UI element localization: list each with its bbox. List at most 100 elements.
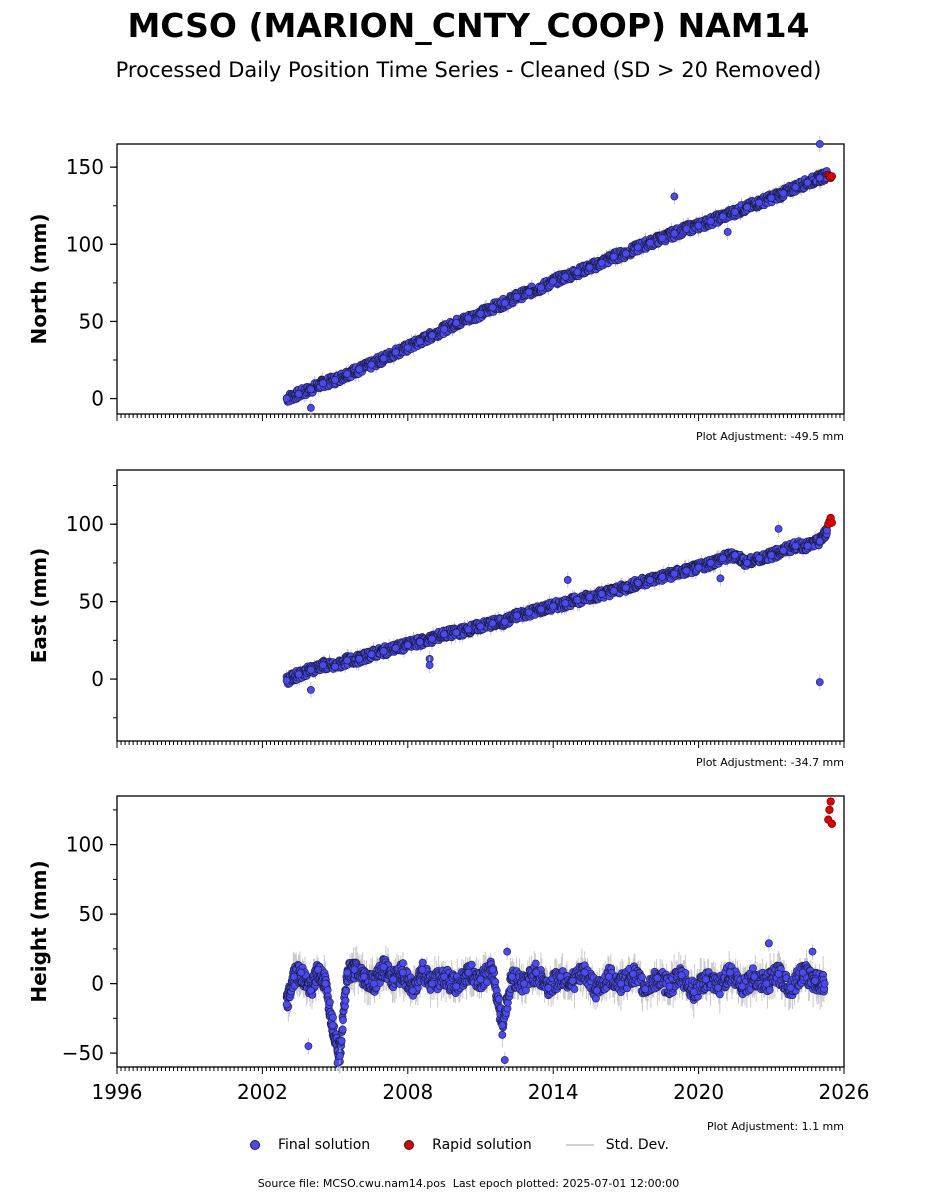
final-point — [355, 655, 364, 663]
final-point — [549, 602, 558, 611]
final-point — [573, 596, 582, 604]
final-point — [428, 634, 436, 643]
final-point — [537, 605, 545, 614]
final-point — [367, 360, 376, 369]
final-point — [743, 203, 751, 212]
x-tick-label-2002: 2002 — [237, 1080, 288, 1104]
final-point — [634, 579, 642, 587]
final-point — [561, 599, 570, 608]
final-point — [403, 641, 412, 649]
final-point — [718, 554, 727, 563]
height-y-tick-label: −50 — [62, 1041, 104, 1065]
final-point — [440, 630, 449, 639]
final-point — [634, 243, 642, 252]
east-y-axis-label: East (mm) — [27, 548, 51, 664]
chart-subtitle: Processed Daily Position Time Series - C… — [115, 58, 822, 82]
final-point — [476, 622, 485, 631]
final-point — [464, 625, 473, 634]
chart-title: MCSO (MARION_CNTY_COOP) NAM14 — [127, 6, 810, 45]
north-y-tick-label: 50 — [79, 309, 104, 333]
final-point — [537, 283, 545, 292]
north-plot-frame — [116, 143, 845, 415]
final-point — [319, 661, 327, 670]
final-point — [306, 665, 315, 674]
final-point — [718, 212, 727, 221]
final-point — [367, 650, 376, 659]
final-point — [294, 390, 303, 398]
final-point — [682, 566, 691, 575]
final-point — [464, 314, 473, 323]
rapid-point — [827, 518, 836, 527]
north-y-axis-label: North (mm) — [27, 213, 51, 344]
final-point — [343, 369, 352, 378]
final-point — [622, 583, 630, 592]
final-point — [706, 217, 715, 226]
final-point — [331, 662, 339, 671]
rapid-point — [827, 172, 836, 181]
east-y-tick-label: 100 — [66, 512, 104, 536]
final-point — [779, 189, 788, 198]
height-y-tick-label: 100 — [66, 833, 104, 857]
final-point — [743, 559, 751, 567]
final-point — [549, 277, 558, 286]
x-tick-label-1996: 1996 — [92, 1080, 143, 1104]
final-point — [694, 221, 703, 230]
final-point — [791, 183, 800, 192]
final-outlier-point — [306, 403, 315, 412]
x-tick-label-2014: 2014 — [528, 1080, 579, 1104]
final-outlier-point — [716, 574, 725, 583]
final-point — [488, 619, 497, 628]
final-point — [573, 268, 582, 276]
final-point — [585, 263, 594, 272]
final-point — [343, 656, 352, 665]
final-point — [779, 546, 788, 555]
final-point — [670, 229, 679, 238]
height-y-tick-label: 50 — [79, 902, 104, 926]
final-outlier-point — [563, 576, 572, 584]
final-point — [706, 559, 715, 567]
north-y-tick-label: 150 — [66, 155, 104, 179]
final-point — [525, 288, 533, 297]
final-point — [355, 365, 364, 374]
final-point — [646, 576, 655, 584]
north-y-tick-label: 0 — [91, 387, 104, 411]
final-point — [767, 551, 776, 560]
final-point — [622, 249, 630, 258]
final-point — [658, 572, 667, 581]
final-point — [282, 394, 291, 403]
final-point — [658, 234, 667, 243]
final-point — [379, 354, 388, 363]
final-point — [294, 670, 303, 679]
height-y-tick-label: 0 — [91, 972, 104, 996]
final-point — [670, 569, 679, 578]
final-outlier-point — [815, 140, 824, 148]
final-point — [585, 593, 594, 601]
final-point — [512, 292, 521, 301]
final-point — [731, 551, 739, 560]
final-point — [319, 379, 327, 388]
final-point — [646, 238, 655, 247]
east-y-tick-label: 0 — [91, 667, 104, 691]
final-point — [682, 224, 691, 233]
final-point — [282, 676, 291, 685]
final-point — [731, 207, 739, 216]
final-outlier-point — [425, 661, 434, 670]
x-tick-label-2008: 2008 — [382, 1080, 433, 1104]
final-point — [609, 252, 618, 261]
final-point — [597, 258, 606, 267]
final-point — [512, 611, 521, 620]
final-outlier-point — [774, 524, 783, 533]
final-point — [379, 647, 388, 656]
final-point — [428, 331, 436, 340]
height-y-axis-label: Height (mm) — [27, 860, 51, 1002]
x-tick-label-2020: 2020 — [673, 1080, 724, 1104]
east-plot-frame — [116, 469, 845, 742]
final-point — [416, 337, 424, 346]
final-point — [803, 541, 812, 550]
final-point — [803, 178, 812, 187]
final-point — [476, 309, 485, 318]
final-point — [306, 385, 315, 394]
final-point — [391, 644, 400, 652]
final-point — [755, 554, 764, 563]
